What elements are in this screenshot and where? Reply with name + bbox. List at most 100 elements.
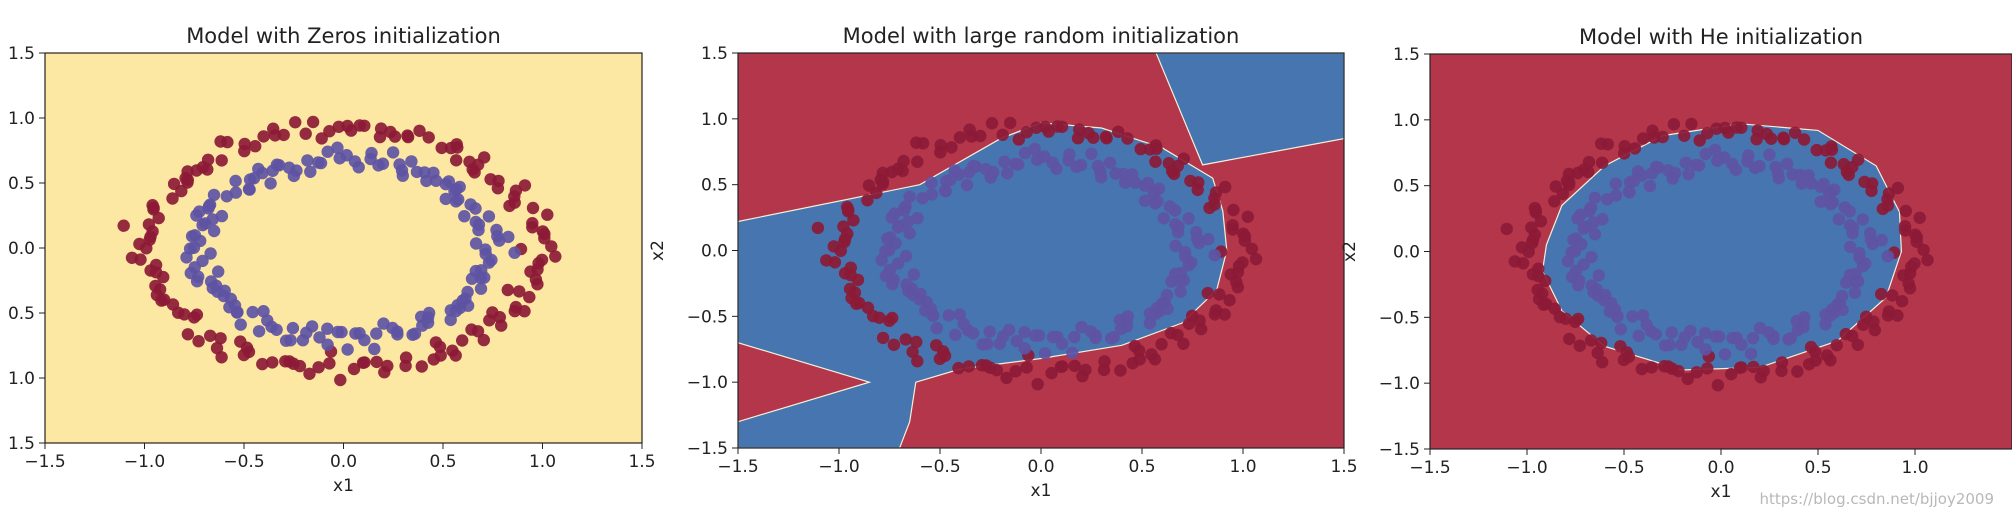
scatter-point: [435, 141, 448, 155]
decision-region-1: [738, 122, 1228, 448]
scatter-point: [450, 154, 463, 167]
scatter-point: [243, 173, 257, 186]
scatter-point: [1085, 147, 1098, 160]
scatter-point: [1018, 326, 1031, 339]
y-tick-label: 1.0: [8, 369, 35, 389]
y-tick-label: −1.0: [1379, 374, 1420, 394]
scatter-point: [1241, 210, 1255, 223]
scatter-point: [1767, 332, 1780, 346]
scatter-point: [1537, 298, 1550, 311]
scatter-point: [1678, 129, 1691, 142]
x-tick-label: −1.5: [24, 452, 65, 472]
scatter-point: [942, 309, 955, 322]
scatter-point: [1001, 167, 1014, 180]
scatter-point: [152, 211, 165, 225]
scatter-point: [903, 190, 916, 203]
scatter-point: [1018, 146, 1032, 160]
scatter-point: [1171, 328, 1184, 342]
scatter-point: [181, 176, 194, 189]
scatter-point: [190, 275, 204, 288]
scatter-point: [906, 345, 919, 359]
scatter-point: [1020, 361, 1033, 374]
scatter-point: [1209, 304, 1223, 317]
chart-title: Model with He initialization: [1579, 25, 1863, 49]
scatter-point: [1682, 168, 1695, 181]
scatter-point: [1645, 361, 1658, 374]
scatter-point: [1837, 158, 1851, 171]
scatter-point: [1699, 147, 1712, 161]
scatter-point: [429, 336, 443, 349]
scatter-point: [535, 253, 549, 266]
scatter-point: [405, 155, 418, 168]
scatter-point: [1160, 288, 1174, 302]
scatter-point: [323, 357, 336, 370]
scatter-point: [334, 373, 347, 387]
scatter-point: [410, 165, 424, 179]
scatter-point: [1182, 212, 1195, 225]
scatter-point: [214, 332, 227, 345]
scatter-point: [1747, 360, 1760, 374]
scatter-point: [1588, 191, 1602, 204]
scatter-point: [1004, 116, 1017, 130]
scatter-point: [1178, 246, 1192, 259]
scatter-point: [1562, 178, 1576, 192]
scatter-point: [501, 283, 514, 297]
y-tick-label: 1.0: [1393, 111, 1420, 131]
x-tick-label: −1.0: [124, 452, 165, 472]
scatter-point: [1155, 338, 1168, 351]
scatter-point: [204, 247, 217, 260]
scatter-point: [990, 363, 1003, 377]
scatter-point: [910, 335, 923, 349]
scatter-point: [1690, 158, 1703, 172]
scatter-point: [953, 131, 967, 144]
scatter-point: [1031, 153, 1044, 166]
scatter-point: [299, 127, 312, 140]
scatter-point: [903, 227, 916, 240]
scatter-point: [1202, 233, 1215, 246]
scatter-point: [1856, 213, 1870, 226]
scatter-point: [1819, 144, 1833, 157]
scatter-point: [981, 337, 994, 351]
y-tick-label: 0.5: [1393, 177, 1420, 197]
chart-title: Model with large random initialization: [843, 24, 1240, 48]
scatter-point: [1708, 143, 1722, 157]
x-tick-label: 0.0: [1707, 458, 1734, 478]
scatter-point: [1684, 324, 1697, 338]
scatter-point: [1162, 157, 1176, 170]
scatter-point: [333, 152, 346, 165]
scatter-point: [267, 122, 280, 135]
scatter-point: [536, 225, 549, 238]
scatter-point: [873, 311, 886, 324]
scatter-point: [1824, 354, 1837, 367]
scatter-point: [1577, 222, 1590, 235]
scatter-point: [220, 190, 233, 203]
scatter-point: [1030, 121, 1043, 134]
scatter-point: [370, 327, 383, 340]
scatter-point: [834, 244, 847, 257]
scatter-point: [1663, 338, 1676, 352]
scatter-point: [1009, 157, 1022, 171]
scatter-point: [313, 331, 326, 344]
scatter-point: [391, 328, 404, 341]
x-tick-label: −1.0: [818, 457, 859, 477]
scatter-point: [493, 311, 506, 324]
scatter-point: [948, 164, 961, 177]
scatter-point: [293, 359, 307, 373]
scatter-point: [1886, 289, 1899, 302]
scatter-point: [1012, 133, 1025, 146]
scatter-point: [1114, 364, 1127, 377]
scatter-point: [1571, 212, 1584, 225]
scatter-point: [341, 343, 354, 356]
scatter-point: [442, 175, 455, 188]
scatter-point: [1500, 222, 1513, 236]
scatter-point: [930, 339, 943, 352]
scatter-point: [847, 214, 860, 227]
scatter-point: [1875, 234, 1888, 247]
scatter-point: [157, 270, 170, 284]
scatter-point: [1609, 177, 1623, 190]
scatter-point: [526, 201, 540, 215]
scatter-point: [1028, 142, 1042, 156]
scatter-point: [257, 305, 270, 318]
chart-panel-2: −1.5 −1.0 −0.5 0.0 0.5 1.0 1.5 1.5 1.0 0.5 0.0 −0.5…: [648, 24, 1358, 501]
scatter-point: [1141, 176, 1155, 190]
